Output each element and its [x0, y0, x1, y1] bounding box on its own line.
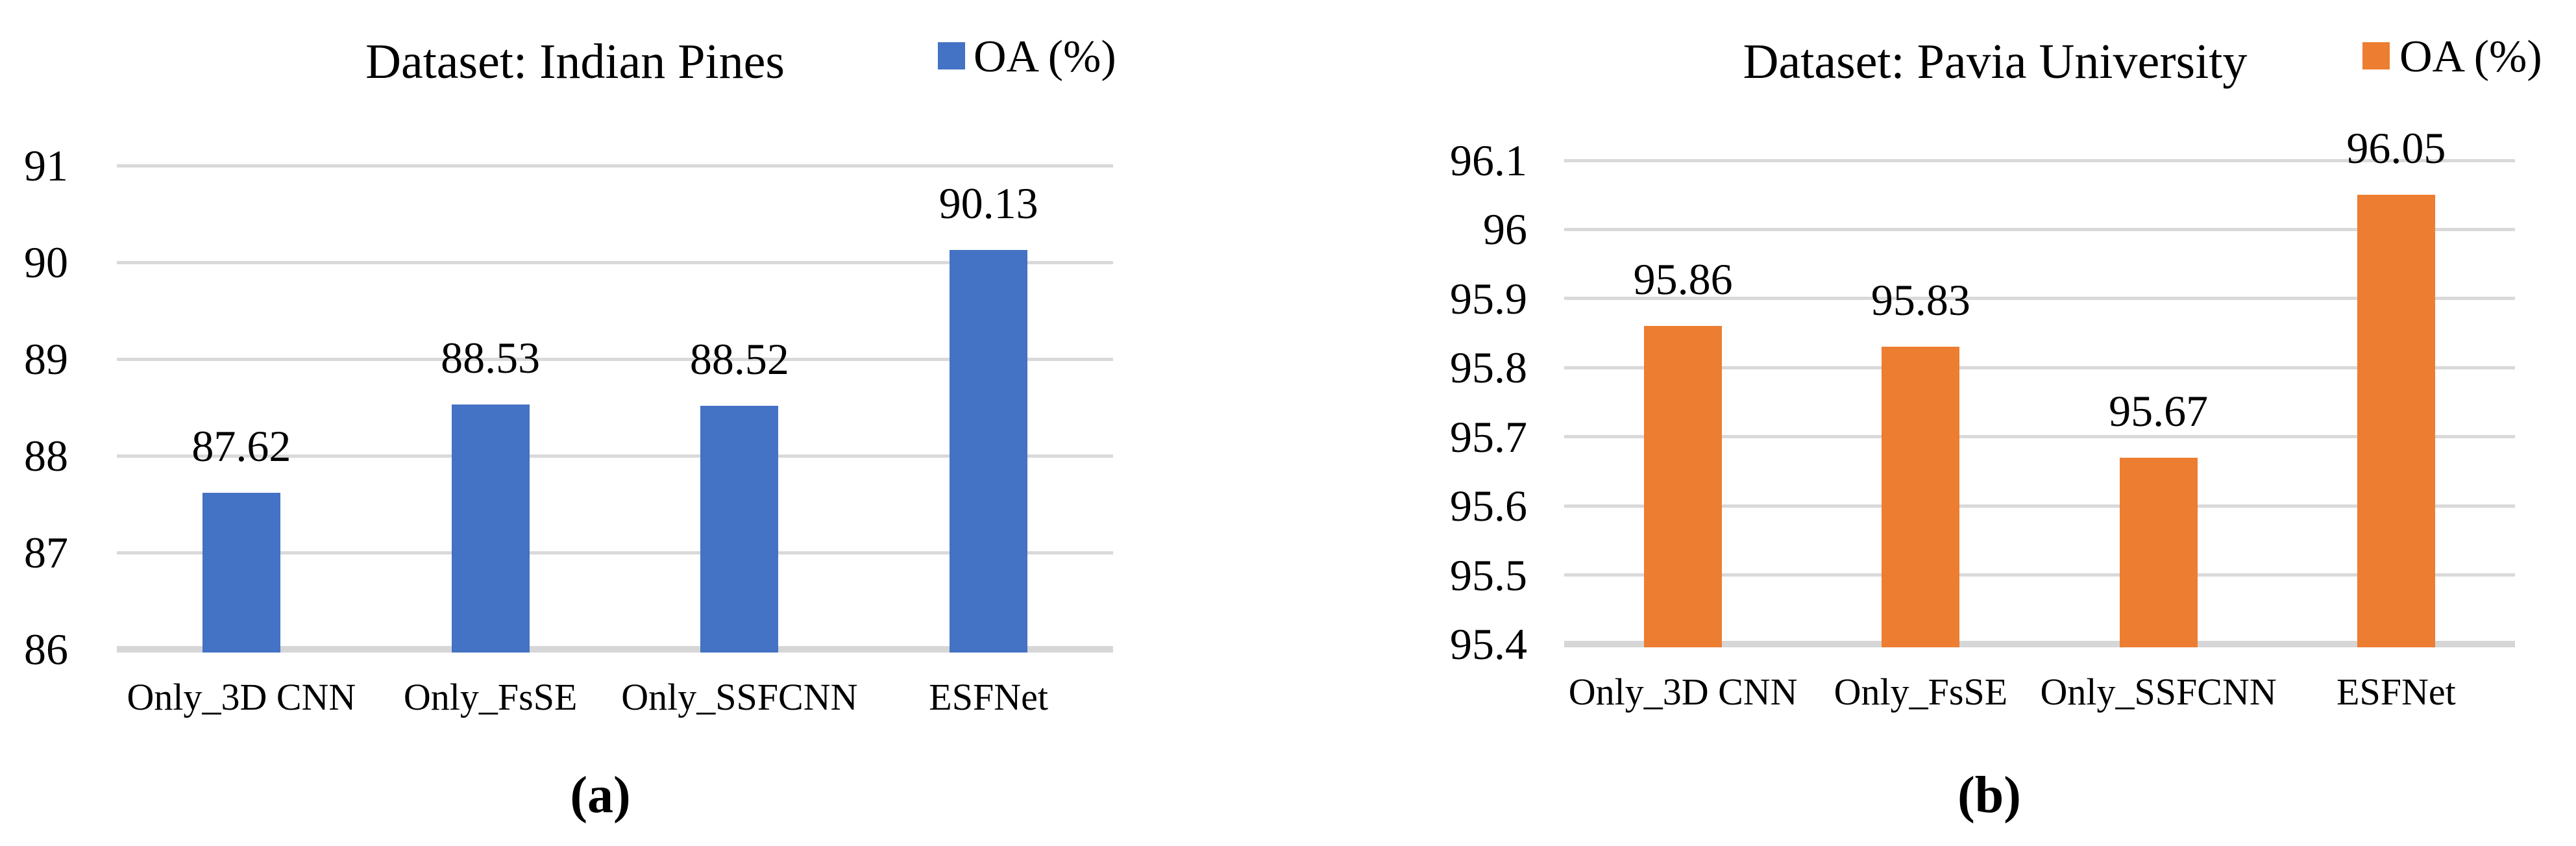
bar-value-label: 90.13 — [938, 178, 1038, 228]
bar-value-label: 96.05 — [2346, 123, 2446, 173]
figure-caption-a: (a) — [570, 767, 631, 824]
x-axis-baseline — [1564, 641, 2515, 647]
bar-esfnet — [2357, 195, 2435, 647]
bar-only-3d-cnn — [1644, 326, 1723, 647]
gridline — [1564, 158, 2515, 162]
gridline — [117, 164, 1113, 168]
bar-only-fsse — [1882, 347, 1960, 647]
y-axis-tick-label: 95.8 — [1450, 343, 1527, 393]
legend-marker-icon — [938, 42, 965, 69]
gridline — [1564, 573, 2515, 577]
chart-panel-pavia-university: Dataset: Pavia University OA (%) 95.4 95.… — [1285, 0, 2576, 846]
gridline — [1564, 297, 2515, 301]
bar-only-ssfcnn — [700, 405, 779, 653]
bar-only-ssfcnn — [2119, 457, 2198, 647]
bar-value-label: 88.52 — [689, 334, 789, 384]
bar-value-label: 87.62 — [191, 421, 291, 471]
x-axis-baseline — [117, 646, 1113, 653]
gridline — [1564, 227, 2515, 231]
gridline — [117, 357, 1113, 361]
x-category-label: Only_SSFCNN — [2040, 671, 2277, 713]
gridline — [1564, 504, 2515, 508]
x-category-label: Only_3D CNN — [1568, 671, 1798, 713]
figure-caption-b: (b) — [1957, 767, 2021, 824]
y-axis-tick-label: 95.4 — [1450, 619, 1527, 669]
y-axis-tick-label: 96 — [1483, 205, 1527, 255]
gridline — [117, 454, 1113, 458]
x-category-label: Only_FsSE — [403, 676, 578, 718]
y-axis-tick-label: 88 — [24, 431, 68, 480]
y-axis-tick-label: 91 — [24, 141, 68, 190]
y-axis-tick-label: 86 — [24, 625, 68, 674]
y-axis-tick-label: 89 — [24, 334, 68, 384]
y-axis-tick-label: 95.6 — [1450, 481, 1527, 531]
y-axis-tick-label: 87 — [24, 528, 68, 577]
x-category-label: Only_3D CNN — [127, 676, 356, 718]
chart-title: Dataset: Pavia University — [1743, 34, 2248, 89]
bar-value-label: 95.86 — [1633, 255, 1733, 305]
y-axis-tick-label: 95.7 — [1450, 412, 1527, 462]
bar-value-label: 95.67 — [2109, 386, 2209, 436]
bar-value-label: 95.83 — [1871, 275, 1970, 325]
x-category-label: Only_FsSE — [1834, 671, 2008, 713]
gridline — [117, 551, 1113, 554]
legend-label: OA (%) — [2399, 32, 2542, 82]
gridline — [1564, 366, 2515, 369]
legend-marker-icon — [2362, 42, 2390, 69]
gridline — [117, 260, 1113, 264]
x-category-label: ESFNet — [929, 676, 1048, 718]
bar-value-label: 88.53 — [441, 333, 541, 383]
bar-only-3d-cnn — [202, 492, 280, 653]
chart-title: Dataset: Indian Pines — [365, 34, 785, 89]
y-axis-tick-label: 95.9 — [1450, 273, 1527, 323]
x-category-label: ESFNet — [2337, 671, 2456, 713]
legend-label: OA (%) — [974, 32, 1116, 82]
gridline — [1564, 435, 2515, 439]
x-category-label: Only_SSFCNN — [621, 676, 858, 718]
bar-only-fsse — [451, 404, 530, 653]
y-axis-tick-label: 96.1 — [1450, 136, 1527, 185]
y-axis-tick-label: 90 — [24, 238, 68, 287]
y-axis-tick-label: 95.5 — [1450, 550, 1527, 600]
bar-esfnet — [950, 249, 1028, 653]
chart-panel-indian-pines: Dataset: Indian Pines OA (%) 86 87 88 89 90 9… — [0, 0, 1285, 846]
